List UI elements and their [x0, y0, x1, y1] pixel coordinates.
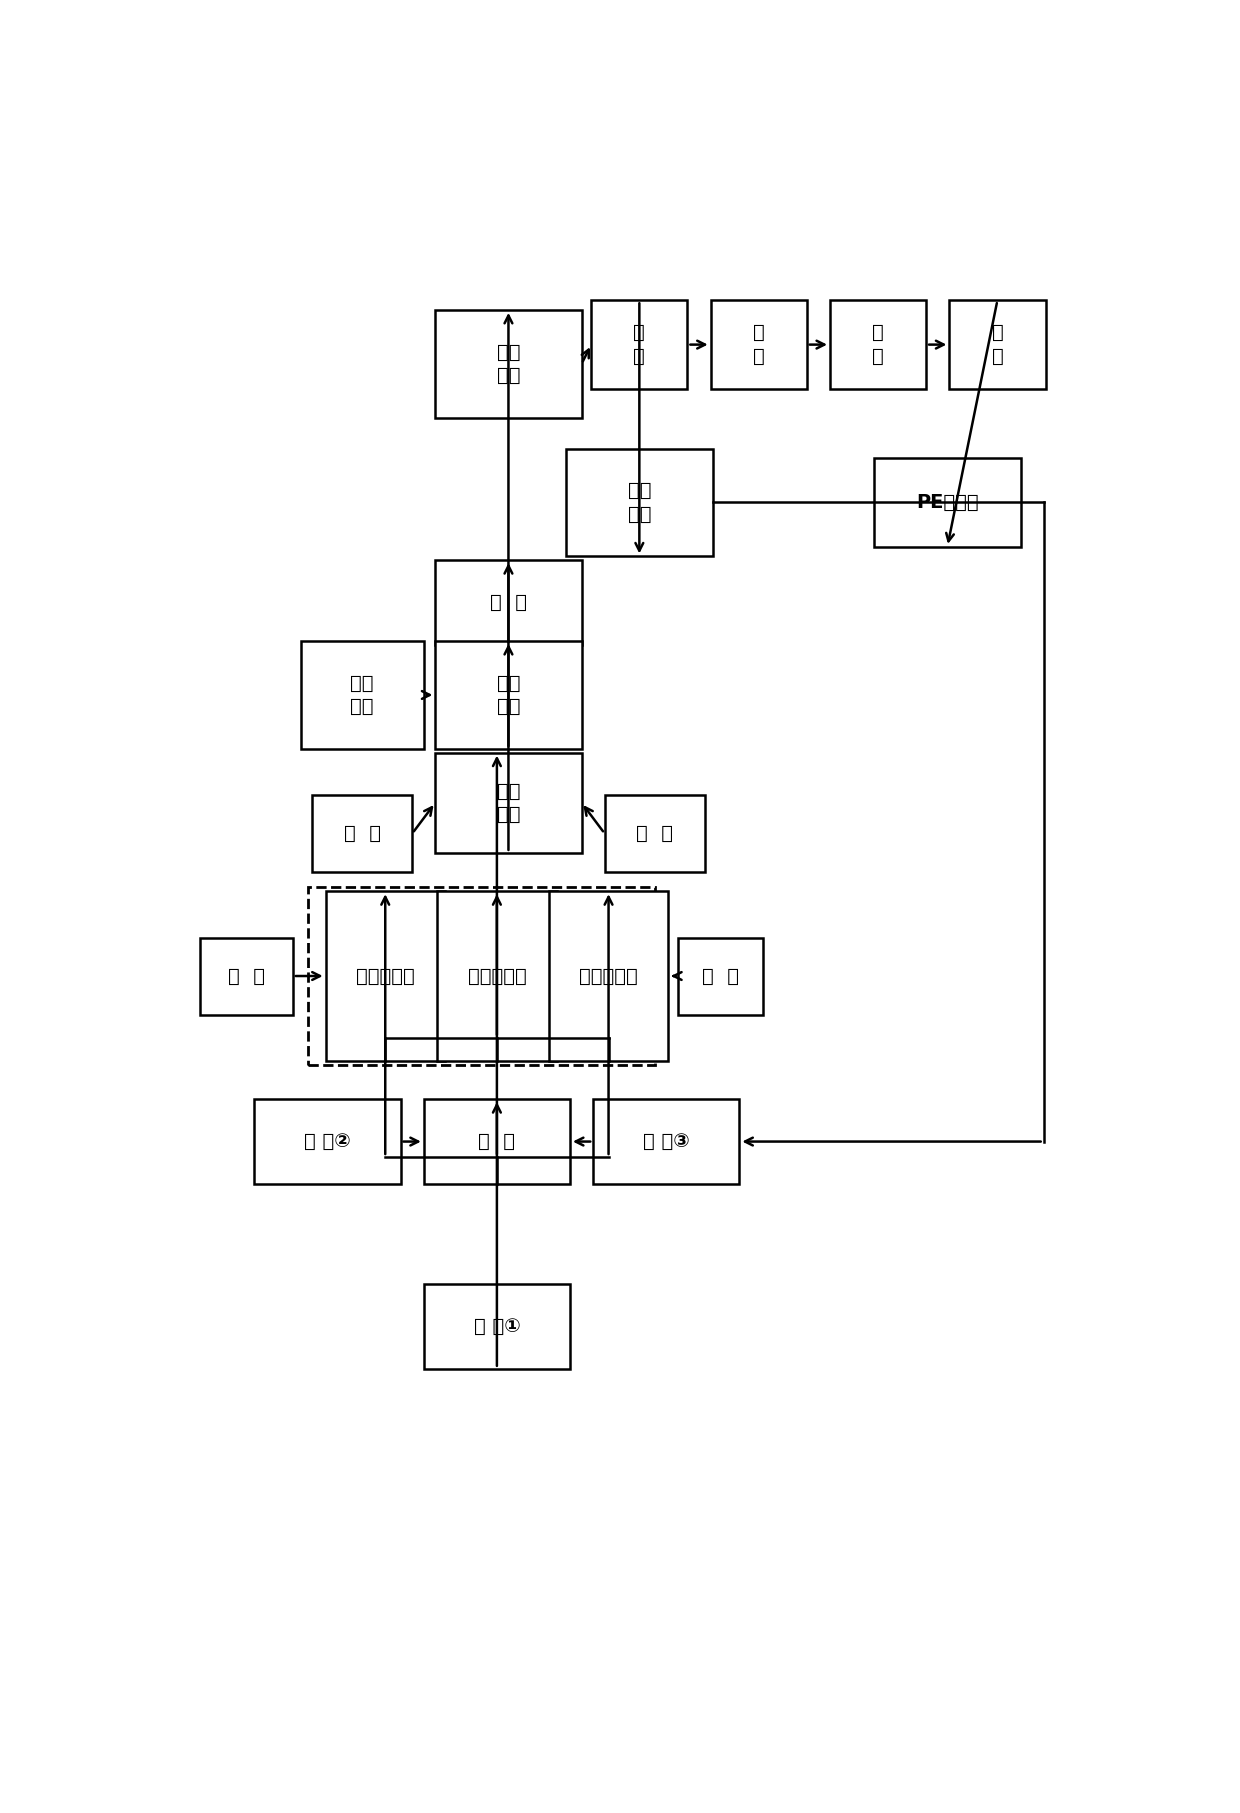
- Text: 层  膜: 层 膜: [636, 825, 673, 843]
- Bar: [567, 448, 713, 557]
- Text: 控  温: 控 温: [228, 966, 265, 986]
- Text: 裁线
边缘: 裁线 边缘: [627, 480, 651, 524]
- Text: 收
收: 收 收: [872, 323, 884, 366]
- Text: 配  料: 配 料: [479, 1131, 516, 1151]
- Bar: [254, 1099, 401, 1184]
- Bar: [424, 1099, 570, 1184]
- Text: 冷水
吹塑: 冷水 吹塑: [497, 781, 521, 825]
- Text: PE养水膜: PE养水膜: [916, 493, 978, 511]
- Bar: [605, 796, 704, 872]
- Text: 原 料③: 原 料③: [642, 1131, 689, 1151]
- Text: 原 料①: 原 料①: [474, 1316, 521, 1336]
- Text: 紫外
出射: 紫外 出射: [351, 674, 374, 716]
- Text: 检
验: 检 验: [753, 323, 765, 366]
- Text: 原 料②: 原 料②: [304, 1131, 351, 1151]
- Bar: [435, 560, 582, 645]
- Bar: [300, 642, 424, 749]
- Bar: [678, 937, 763, 1015]
- Bar: [424, 1284, 570, 1369]
- Bar: [830, 301, 926, 388]
- Text: 包
包: 包 包: [992, 323, 1003, 366]
- Text: 冷  膜: 冷 膜: [490, 593, 527, 613]
- Bar: [201, 937, 293, 1015]
- Bar: [309, 887, 655, 1064]
- Bar: [438, 892, 557, 1061]
- Bar: [549, 892, 668, 1061]
- Text: 加  热: 加 热: [702, 966, 739, 986]
- Text: 牵  引: 牵 引: [343, 825, 381, 843]
- Bar: [326, 892, 445, 1061]
- Bar: [711, 301, 807, 388]
- Bar: [435, 310, 582, 417]
- Text: 外层挤出机: 外层挤出机: [356, 966, 414, 986]
- Bar: [435, 642, 582, 749]
- Text: 里膜
过检: 里膜 过检: [497, 343, 521, 384]
- Bar: [435, 752, 582, 852]
- Text: 边
切: 边 切: [634, 323, 645, 366]
- Bar: [591, 301, 687, 388]
- Bar: [874, 459, 1021, 548]
- Bar: [312, 796, 412, 872]
- Bar: [950, 301, 1045, 388]
- Text: 膜厚
控制: 膜厚 控制: [497, 674, 521, 716]
- Bar: [593, 1099, 739, 1184]
- Text: 里层挤出机: 里层挤出机: [579, 966, 637, 986]
- Text: 中层挤出机: 中层挤出机: [467, 966, 526, 986]
